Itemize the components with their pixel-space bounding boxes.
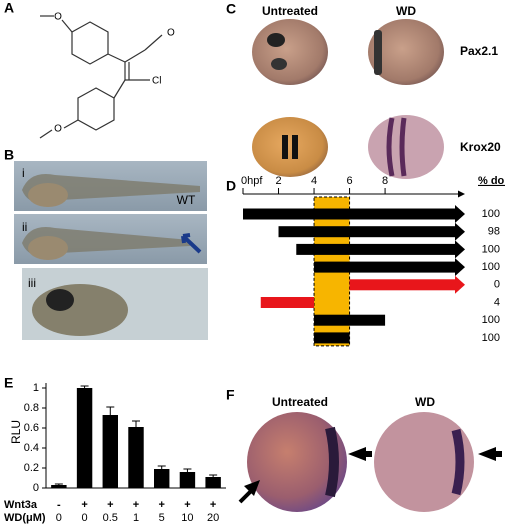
y-tick-label: 1	[33, 382, 39, 394]
axis-arrow	[458, 190, 465, 198]
bar	[51, 485, 67, 488]
row-label: Pax2.1	[460, 44, 498, 58]
panel-label: A	[4, 0, 14, 16]
x-tick-label: 5	[159, 512, 165, 524]
error-bar	[132, 420, 140, 427]
y-tick-label: 0.2	[24, 462, 39, 474]
panel-label: E	[4, 375, 13, 391]
column-label: WD	[396, 4, 416, 18]
x-tick-label: +	[81, 499, 87, 511]
panel-label: D	[226, 178, 236, 194]
treatment-bar	[314, 332, 350, 344]
percent-dorsalized: 98	[488, 226, 500, 238]
x-tick-label: +	[107, 499, 113, 511]
bar	[128, 427, 144, 488]
bar-arrow	[455, 205, 465, 223]
percent-dorsalized: 100	[482, 208, 500, 220]
x-tick-label: -	[57, 499, 61, 511]
x-tick-label: 10	[181, 512, 193, 524]
y-tick-label: 0.4	[24, 442, 39, 454]
bar-arrow	[455, 275, 465, 294]
panel-label: B	[4, 147, 14, 163]
y-tick-label: 0.6	[24, 422, 39, 434]
embryo-images	[238, 412, 502, 512]
atom: O	[54, 124, 62, 135]
treatment-bar	[260, 297, 315, 308]
bar	[76, 388, 93, 488]
percent-dorsalized: 100	[482, 261, 500, 273]
row-label: iii	[28, 276, 36, 290]
tick-label: 0hpf	[241, 175, 263, 187]
row-label: WD(μM)	[4, 512, 46, 524]
treatment-bar	[243, 208, 455, 220]
x-tick-label: 0.5	[103, 512, 118, 524]
row-label: ii	[22, 220, 27, 234]
error-bar	[80, 385, 89, 388]
panel-label: F	[226, 387, 235, 403]
bar	[154, 469, 170, 488]
percent-dorsalized: 100	[482, 243, 500, 255]
x-tick-label: 0	[82, 512, 88, 524]
timeline: 0hpf 2 4 6 8 % dors 100 98 100 100 0 4 100 100	[241, 175, 505, 347]
embryo-shapes	[22, 174, 202, 336]
column-label: WD	[415, 395, 435, 409]
x-tick-label: +	[158, 499, 164, 511]
error-bar	[54, 483, 63, 485]
percent-dorsalized: 100	[482, 314, 500, 326]
bar-arrow	[455, 222, 465, 241]
x-tick-label: +	[210, 499, 216, 511]
x-tick-label: 1	[133, 512, 139, 524]
bar	[102, 415, 118, 488]
column-label: Untreated	[262, 4, 318, 18]
treatment-bar	[278, 226, 455, 238]
bar-arrow	[455, 240, 465, 259]
y-tick-label: 0	[33, 482, 39, 494]
percent-dorsalized: 0	[494, 279, 500, 291]
column-label: Untreated	[272, 395, 328, 409]
embryo-images	[252, 19, 444, 179]
error-bar	[183, 468, 192, 472]
y-tick-label: 0.8	[24, 402, 39, 414]
row-label: Wnt3a	[4, 499, 38, 511]
atom: Cl	[152, 76, 161, 87]
tick-label: 8	[382, 175, 388, 187]
x-tick-label: +	[133, 499, 139, 511]
x-tick-label: 20	[207, 512, 219, 524]
treatment-bar	[314, 261, 455, 273]
error-bar	[157, 465, 166, 469]
genotype-label: WT	[177, 193, 196, 207]
x-tick-label: +	[184, 499, 190, 511]
percent-dorsalized: 4	[494, 296, 500, 308]
bar	[179, 472, 196, 488]
row-label: i	[22, 166, 25, 180]
chemical-structure	[39, 15, 163, 139]
bar	[205, 477, 221, 488]
treatment-bar	[314, 314, 386, 326]
treatment-bar	[296, 243, 455, 255]
atom: O	[54, 12, 62, 23]
bar-arrow	[455, 258, 465, 277]
error-bar	[106, 406, 115, 415]
panel-label: C	[226, 1, 236, 17]
treatment-bar	[349, 279, 455, 291]
y-axis-label: RLU	[9, 420, 23, 444]
error-bar	[209, 474, 218, 477]
percent-dorsalized: 100	[482, 332, 500, 344]
row-label: Krox20	[460, 140, 501, 154]
tick-label: 2	[275, 175, 281, 187]
atom: O	[167, 28, 175, 39]
column-header: % dors	[478, 175, 505, 187]
tick-label: 6	[346, 175, 352, 187]
bar-chart: RLU 0 0.2 0.4 0.6 0.8 1 Wnt3a - + + + + + + WD(μM) 0 0 0.5…	[4, 382, 226, 524]
x-tick-label: 0	[56, 512, 62, 524]
tick-label: 4	[311, 175, 317, 187]
